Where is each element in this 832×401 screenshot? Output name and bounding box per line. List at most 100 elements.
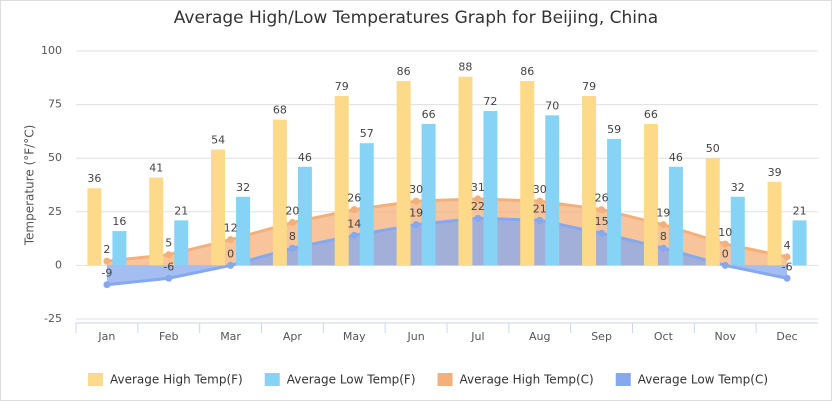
data-label: 2	[103, 243, 110, 256]
y-tick-label: 50	[48, 151, 62, 164]
bar	[643, 123, 658, 266]
point	[659, 221, 667, 229]
data-label: 22	[471, 200, 485, 213]
legend-swatch	[437, 373, 453, 386]
bar	[730, 196, 745, 266]
point	[165, 274, 173, 282]
bar	[767, 181, 782, 266]
data-label: 32	[731, 181, 745, 194]
x-tick-label: Jan	[97, 330, 115, 343]
bar	[792, 220, 807, 266]
data-label: 12	[224, 222, 238, 235]
x-tick-label: Dec	[776, 330, 797, 343]
point	[598, 206, 606, 214]
data-label: 31	[471, 181, 485, 194]
data-label: 46	[669, 151, 683, 164]
bar	[236, 196, 251, 266]
data-label: 86	[397, 65, 411, 78]
data-label: 66	[644, 108, 658, 121]
point	[783, 253, 791, 261]
data-label: 0	[722, 247, 729, 260]
x-tick-label: Jun	[406, 330, 424, 343]
data-label: 20	[285, 205, 299, 218]
data-label: 88	[458, 61, 472, 74]
data-label: 32	[236, 181, 250, 194]
data-label: 50	[706, 142, 720, 155]
data-label: 14	[347, 217, 361, 230]
legend-label: Average Low Temp(C)	[638, 373, 768, 387]
data-label: 72	[483, 95, 497, 108]
bar	[211, 149, 226, 266]
x-tick-label: Oct	[654, 330, 674, 343]
x-tick-label: Aug	[529, 330, 550, 343]
data-label: 66	[422, 108, 436, 121]
bar	[607, 138, 622, 266]
point	[350, 231, 358, 239]
data-label: 0	[227, 247, 234, 260]
bar	[668, 166, 683, 266]
y-tick-label: 100	[41, 44, 62, 57]
x-tick-label: Apr	[283, 330, 303, 343]
data-label: 68	[273, 104, 287, 117]
bar	[483, 111, 498, 266]
legend-label: Average High Temp(C)	[460, 373, 594, 387]
data-label: 5	[165, 237, 172, 250]
data-label: 15	[595, 215, 609, 228]
bar	[520, 81, 535, 266]
point	[659, 244, 667, 252]
area	[106, 218, 788, 285]
data-label: 10	[718, 226, 732, 239]
data-label: 19	[656, 207, 670, 220]
data-label: 36	[87, 172, 101, 185]
data-label: 46	[298, 151, 312, 164]
point	[783, 274, 791, 282]
bar	[272, 119, 287, 266]
point	[721, 240, 729, 248]
data-label: 4	[784, 239, 791, 252]
data-label: -6	[163, 260, 174, 273]
data-label: 70	[545, 99, 559, 112]
legend-swatch	[264, 373, 280, 386]
bar	[87, 188, 102, 266]
point	[350, 206, 358, 214]
y-tick-label: -25	[44, 312, 62, 325]
bar	[297, 166, 312, 266]
data-label: -9	[101, 267, 112, 280]
data-label: 21	[533, 202, 547, 215]
bar	[545, 115, 560, 266]
point	[412, 221, 420, 229]
data-label: 39	[768, 166, 782, 179]
point	[474, 214, 482, 222]
data-label: 79	[335, 80, 349, 93]
data-label: 86	[520, 65, 534, 78]
point	[103, 281, 111, 289]
point	[227, 261, 235, 269]
bar	[705, 158, 720, 266]
y-tick-label: 25	[48, 205, 62, 218]
data-label: 21	[793, 204, 807, 217]
point	[288, 244, 296, 252]
y-axis-label: Temperature (°F/°C)	[23, 125, 37, 247]
bar	[112, 231, 127, 266]
x-tick-label: Jul	[470, 330, 484, 343]
legend-swatch	[615, 373, 631, 386]
data-label: 57	[360, 127, 374, 140]
point	[536, 216, 544, 224]
data-label: 19	[409, 207, 423, 220]
data-label: -6	[782, 260, 793, 273]
bar	[458, 76, 473, 266]
chart-title: Average High/Low Temperatures Graph for …	[174, 8, 658, 28]
point	[227, 236, 235, 244]
data-label: 26	[595, 192, 609, 205]
point	[412, 197, 420, 205]
data-label: 79	[582, 80, 596, 93]
y-tick-label: 75	[48, 98, 62, 111]
data-label: 30	[409, 183, 423, 196]
point	[165, 251, 173, 259]
data-label: 21	[174, 204, 188, 217]
point	[474, 195, 482, 203]
legend-swatch	[88, 373, 103, 386]
x-tick-label: Nov	[715, 330, 737, 343]
